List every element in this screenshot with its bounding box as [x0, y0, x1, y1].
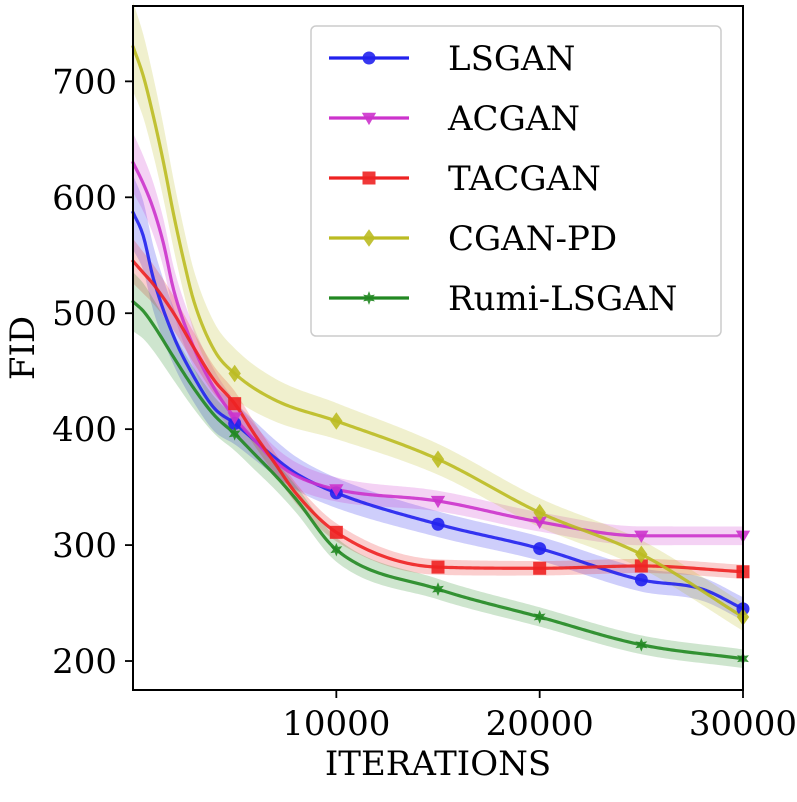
legend-label-cgan-pd: CGAN-PD [448, 219, 617, 259]
legend-items: LSGAN ACGAN TACGAN CGAN-PD Rumi-LSGAN [329, 39, 677, 319]
y-tick-label: 700 [52, 62, 117, 102]
y-tick-label: 200 [52, 642, 117, 682]
x-axis-label: ITERATIONS [325, 744, 551, 784]
point-tacgan-10000 [329, 525, 343, 539]
point-cgan-pd-20000 [533, 503, 546, 522]
legend-label-lsgan: LSGAN [448, 39, 575, 79]
point-lsgan-20000 [533, 542, 547, 556]
x-tick-label: 20000 [486, 704, 594, 744]
legend-marker-acgan [361, 112, 377, 126]
point-rumi-lsgan-25000 [635, 637, 648, 652]
legend-box [310, 25, 722, 337]
legend-marker-rumi-lsgan [363, 291, 375, 305]
y-tick-label: 300 [52, 526, 117, 566]
point-cgan-pd-25000 [635, 545, 648, 564]
point-acgan-25000 [634, 530, 649, 543]
point-lsgan-25000 [634, 573, 648, 587]
point-tacgan-5000 [228, 397, 242, 411]
point-rumi-lsgan-10000 [330, 542, 343, 557]
x-tick-label: 10000 [282, 704, 390, 744]
series-markers [227, 364, 751, 666]
y-tick-label: 600 [52, 178, 117, 218]
legend-label-rumi-lsgan: Rumi-LSGAN [448, 279, 677, 319]
point-acgan-15000 [430, 495, 446, 509]
legend-marker-cgan-pd [362, 229, 376, 247]
y-tick-label: 400 [52, 410, 117, 450]
legend: LSGAN ACGAN TACGAN CGAN-PD Rumi-LSGAN [310, 25, 722, 337]
plot-area-frame [132, 5, 744, 691]
point-acgan-20000 [532, 516, 547, 530]
point-tacgan-20000 [533, 561, 547, 575]
y-axis-label: FID [3, 316, 43, 380]
y-tick-label: 500 [52, 294, 117, 334]
point-tacgan-15000 [431, 560, 445, 574]
point-rumi-lsgan-20000 [533, 610, 546, 624]
point-cgan-pd-15000 [431, 450, 445, 469]
point-lsgan-15000 [431, 517, 445, 531]
x-axis-ticks: 10000 20000 30000 [282, 690, 797, 744]
legend-marker-lsgan [362, 51, 376, 65]
point-tacgan-25000 [634, 559, 648, 573]
point-acgan-5000 [227, 412, 242, 425]
legend-marker-tacgan [362, 171, 376, 185]
point-rumi-lsgan-15000 [432, 582, 444, 596]
legend-label-tacgan: TACGAN [448, 159, 601, 199]
point-cgan-pd-5000 [228, 364, 241, 383]
legend-label-acgan: ACGAN [447, 99, 580, 139]
y-axis-ticks: 200 300 400 500 600 700 [52, 62, 133, 682]
point-acgan-10000 [329, 484, 344, 497]
x-tick-label: 30000 [689, 704, 797, 744]
band-lsgan [133, 175, 743, 621]
point-cgan-pd-10000 [330, 412, 343, 430]
point-rumi-lsgan-5000 [228, 426, 241, 441]
